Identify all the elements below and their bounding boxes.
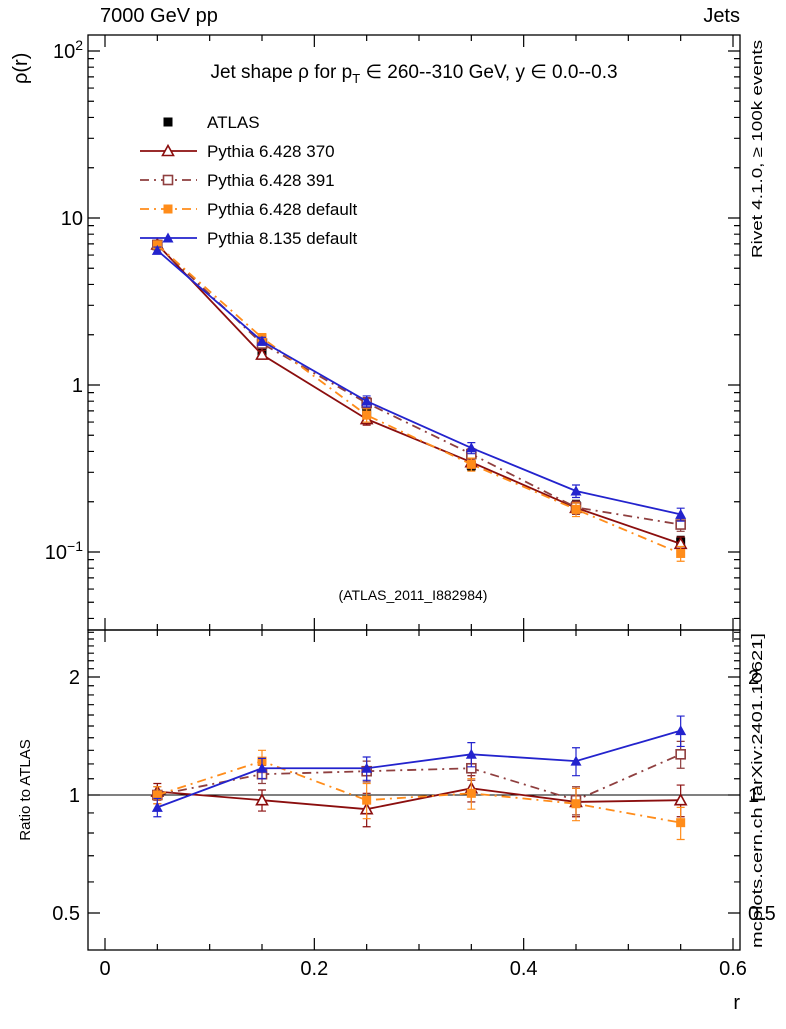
y-main-tick-label: 102 [53, 37, 83, 63]
header-right: Jets [703, 5, 740, 27]
x-tick-label: 0.4 [510, 958, 538, 980]
plot-title-post: ∈ 260--310 GeV, y ∈ 0.0--0.3 [360, 62, 617, 83]
marker-square-filled [466, 459, 476, 469]
marker-triangle-filled [361, 762, 373, 773]
y-main-tick-label: 1 [72, 375, 83, 397]
legend-label: Pythia 8.135 default [207, 229, 358, 248]
marker-triangle-open [255, 793, 269, 806]
series-line-main-pythia-8-135-default [156, 249, 681, 516]
y-ratio-tick-label-right: 1 [748, 785, 759, 807]
series-line-ratio-pythia-8-135-default [157, 729, 681, 809]
y-main-tick-label: 10 [61, 208, 83, 230]
axis-ticks [88, 35, 740, 950]
marker-square-filled [152, 790, 162, 800]
legend-label: Pythia 6.428 370 [207, 142, 335, 161]
marker-triangle-filled [256, 335, 268, 346]
y-ratio-tick-label-right: 2 [748, 667, 759, 689]
marker-triangle-filled [570, 485, 582, 496]
marker-square-filled [362, 795, 372, 805]
y-ratio-tick-label-right: 0.5 [748, 903, 776, 925]
marker-square-filled [571, 504, 581, 514]
y-main-axis-title: ρ(r) [10, 53, 32, 84]
marker-triangle-filled [256, 762, 268, 773]
marker-square-filled [163, 204, 173, 214]
plot-title-pre: Jet shape ρ for p [210, 62, 352, 83]
y-ratio-tick-label-left: 2 [69, 667, 80, 689]
legend-label: Pythia 6.428 391 [207, 171, 335, 190]
series-pythia-8-135-default [151, 244, 687, 818]
marker-triangle-open [161, 143, 175, 157]
marker-triangle-open [673, 793, 688, 806]
y-main-tick-label: 10−1 [45, 538, 83, 564]
watermark: (ATLAS_2011_I882984) [339, 587, 488, 603]
legend-label: Pythia 6.428 default [207, 200, 358, 219]
series-line-ratio-pythia-6-428-default [157, 760, 681, 824]
marker-triangle-filled [151, 801, 163, 812]
legend: ATLAS Pythia 6.428 370 Pythia 6.428 391 Pyt… [140, 113, 358, 248]
side-note-mcplots: mcplots.cern.ch [arXiv:2401.10621] [749, 633, 766, 948]
marker-triangle-filled [151, 244, 163, 255]
x-tick-label: 0 [99, 958, 110, 980]
marker-square-open [675, 749, 686, 760]
marker-triangle-open [255, 347, 269, 360]
plot-title: Jet shape ρ for pT ∈ 260--310 GeV, y ∈ 0… [210, 62, 617, 86]
marker-square-filled [676, 548, 686, 558]
y-ratio-axis-title: Ratio to ATLAS [17, 739, 34, 840]
side-note-rivet: Rivet 4.1.0, ≥ 100k events [749, 40, 766, 258]
series-line-ratio-pythia-6-428-370 [157, 787, 681, 811]
series-line-ratio-pythia-6-428-391 [157, 753, 682, 802]
y-ratio-tick-label-left: 0.5 [52, 903, 80, 925]
ratio-panel-frame [87, 629, 741, 951]
x-tick-label: 0.2 [300, 958, 328, 980]
marker-square-filled [571, 799, 581, 809]
marker-square-filled [676, 818, 686, 828]
marker-triangle-filled [675, 725, 687, 736]
series-line-main-pythia-6-428-default [156, 244, 682, 555]
marker-triangle-filled [570, 755, 582, 766]
legend-label: ATLAS [207, 113, 260, 132]
marker-square-filled [466, 788, 476, 798]
y-ratio-tick-label-left: 1 [69, 785, 80, 807]
marker-square-filled [362, 410, 372, 420]
header-left: 7000 GeV pp [100, 5, 218, 27]
plot-title-sub: T [352, 71, 360, 86]
marker-square-filled [163, 117, 173, 127]
marker-triangle-filled [675, 508, 687, 519]
series-line-main-pythia-6-428-370 [156, 243, 681, 545]
marker-triangle-filled [361, 395, 373, 406]
x-axis-title: r [733, 992, 740, 1014]
marker-square-open [162, 174, 174, 186]
x-tick-label: 0.6 [719, 958, 747, 980]
marker-triangle-filled [465, 442, 477, 453]
marker-triangle-filled [465, 748, 477, 759]
marker-triangle-filled [162, 232, 174, 243]
